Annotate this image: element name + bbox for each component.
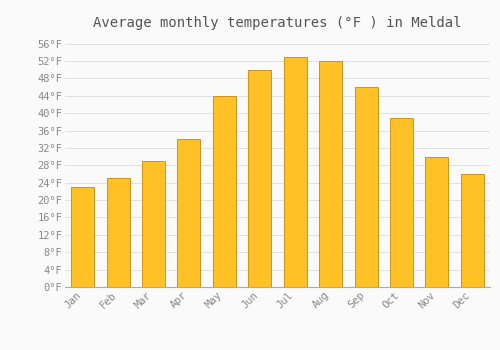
Bar bbox=[142, 161, 165, 287]
Title: Average monthly temperatures (°F ) in Meldal: Average monthly temperatures (°F ) in Me… bbox=[93, 16, 462, 30]
Bar bbox=[284, 57, 306, 287]
Bar bbox=[213, 96, 236, 287]
Bar bbox=[354, 87, 378, 287]
Bar bbox=[390, 118, 413, 287]
Bar bbox=[248, 70, 272, 287]
Bar bbox=[426, 157, 448, 287]
Bar bbox=[461, 174, 484, 287]
Bar bbox=[71, 187, 94, 287]
Bar bbox=[178, 139, 201, 287]
Bar bbox=[106, 178, 130, 287]
Bar bbox=[319, 61, 342, 287]
